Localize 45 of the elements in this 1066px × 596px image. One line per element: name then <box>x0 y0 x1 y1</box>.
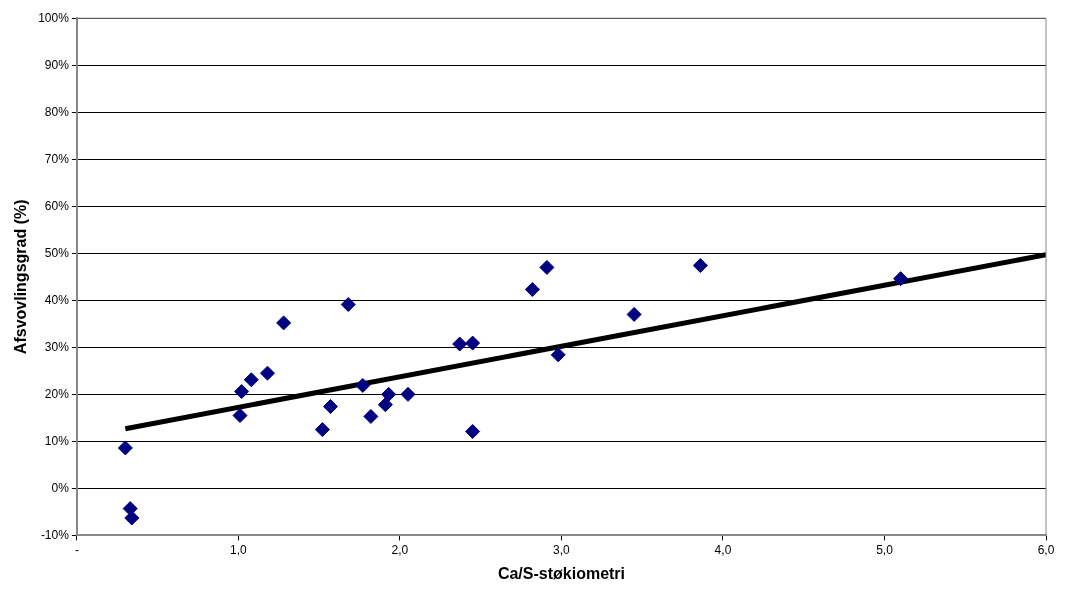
point <box>314 422 330 438</box>
point <box>377 397 393 413</box>
y-tick-label: 0% <box>51 480 70 495</box>
y-tick-label: 20% <box>44 386 70 401</box>
y-tick-label: 10% <box>44 433 70 448</box>
point <box>276 315 292 331</box>
point <box>117 440 133 456</box>
point <box>539 259 555 275</box>
point <box>124 510 140 526</box>
point <box>550 347 566 363</box>
y-tick-label: 40% <box>44 292 70 307</box>
point <box>452 336 468 352</box>
point <box>626 306 642 322</box>
y-tick-label: 70% <box>44 151 70 166</box>
point <box>355 377 371 393</box>
y-tick-label: 50% <box>44 245 70 260</box>
point <box>465 423 481 439</box>
y-tick-label: 80% <box>44 104 70 119</box>
point <box>259 365 275 381</box>
point <box>381 386 397 402</box>
point <box>400 386 416 402</box>
point <box>363 408 379 424</box>
point <box>340 297 356 313</box>
x-axis-title: Ca/S-støkiometri <box>497 564 626 582</box>
point <box>692 258 708 274</box>
x-tick-label: 1,0 <box>230 542 248 557</box>
point <box>524 282 540 297</box>
y-tick-label: 100% <box>38 10 70 25</box>
x-tick-label: - <box>74 542 79 557</box>
x-tick-label: 4,0 <box>714 542 732 557</box>
y-tick-label: 60% <box>44 198 70 213</box>
point <box>465 335 481 351</box>
x-tick-label: 2,0 <box>391 542 409 557</box>
point <box>322 399 338 415</box>
y-tick-label: -10% <box>40 527 70 542</box>
x-tick-label: 6,0 <box>1037 542 1055 557</box>
point <box>893 271 909 287</box>
point <box>243 372 259 388</box>
x-tick-label: 5,0 <box>876 542 894 557</box>
point <box>234 384 250 400</box>
y-axis-title: Afsvovlingsgrad (%) <box>12 199 30 355</box>
y-tick-label: 30% <box>44 339 70 354</box>
x-tick-label: 3,0 <box>553 542 571 557</box>
y-tick-label: 90% <box>44 57 70 72</box>
point <box>232 408 248 423</box>
